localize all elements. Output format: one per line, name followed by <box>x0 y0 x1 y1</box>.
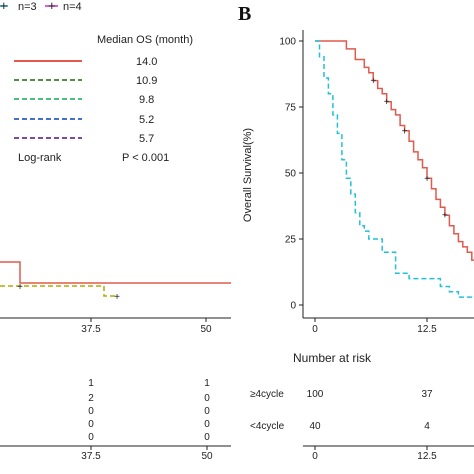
n3-plus-icon: + <box>0 0 8 13</box>
risk-b-xtick-label-0: 0 <box>312 451 318 462</box>
panel-b-xtick-label-12.5: 12.5 <box>417 324 437 335</box>
panel-b-series-ge4cycle <box>315 40 474 261</box>
top-legend: + n=3 + n=4 <box>0 0 82 13</box>
risk-b-row-label-ge4: ≥4cycle <box>250 389 284 400</box>
panel-b-y-ticks: 100 75 50 25 0 <box>279 37 303 312</box>
panel-b-ytick-label-0: 0 <box>290 301 296 312</box>
panel-b-letter: B <box>238 3 251 25</box>
panel-a-xtick-label-50: 50 <box>200 324 212 335</box>
risk-b-xtick-label-125: 12.5 <box>417 451 437 462</box>
n4-plus-icon: + <box>48 0 56 13</box>
risk-b-lt4-v1: 40 <box>309 421 321 432</box>
panel-b-y-axis-label: Overall Survival(%) <box>242 128 254 222</box>
risk-b-ge4-v1: 100 <box>307 389 324 400</box>
logrank-label: Log-rank <box>18 152 62 164</box>
panel-a-plot: 37.5 50 + + <box>0 261 231 335</box>
risk-b-ge4-v2: 37 <box>421 389 433 400</box>
panel-a-olive-curve <box>0 285 117 297</box>
n4-legend-label: n=4 <box>63 1 82 13</box>
panel-a-censor-2: + <box>114 292 120 303</box>
panel-b-risk-table: Number at risk ≥4cycle <4cycle 100 37 40… <box>250 351 474 462</box>
legend-value-52: 5.2 <box>139 114 154 126</box>
panel-a-legend: Median OS (month) 14.0 10.9 9.8 5.2 5.7 … <box>14 34 193 164</box>
panel-b-censor-mark: + <box>384 97 390 108</box>
risk-b-lt4-v2: 4 <box>424 421 430 432</box>
panel-b-ytick-label-100: 100 <box>279 37 296 48</box>
panel-b-censor-mark: + <box>402 126 408 137</box>
risk-a-c2-r4: 0 <box>204 419 210 430</box>
legend-value-14: 14.0 <box>136 56 157 68</box>
panel-a-xtick-label-375: 37.5 <box>81 324 101 335</box>
legend-value-109: 10.9 <box>136 75 157 87</box>
risk-a-c1-r3: 0 <box>88 406 94 417</box>
risk-b-title: Number at risk <box>293 351 372 365</box>
panel-b-x-ticks: 0 12.5 <box>312 318 437 335</box>
risk-b-row-label-lt4: <4cycle <box>250 421 285 432</box>
panel-b-censor-mark: + <box>424 174 430 185</box>
risk-a-c2-r2: 0 <box>204 393 210 404</box>
risk-a-c1-r4: 0 <box>88 419 94 430</box>
legend-value-57: 5.7 <box>139 133 154 145</box>
risk-a-c2-r5: 0 <box>204 432 210 443</box>
panel-b-censor-mark: + <box>442 211 448 222</box>
panel-a-red-curve <box>0 261 231 284</box>
panel-b-ytick-label-50: 50 <box>285 169 297 180</box>
risk-a-xtick-label-375: 37.5 <box>81 451 101 462</box>
risk-a-c2-r1: 1 <box>204 378 210 389</box>
panel-b-series-lt4cycle <box>315 40 474 298</box>
panel-b-ytick-label-25: 25 <box>285 235 297 246</box>
median-os-title: Median OS (month) <box>97 34 193 46</box>
panel-b-censor-mark: + <box>370 76 376 87</box>
panel-b-xtick-label-0: 0 <box>312 324 318 335</box>
panel-b-ytick-label-75: 75 <box>285 103 297 114</box>
risk-a-c1-r1: 1 <box>88 378 94 389</box>
risk-a-c1-r5: 0 <box>88 432 94 443</box>
logrank-p-value: P < 0.001 <box>122 152 169 164</box>
risk-a-c1-r2: 2 <box>88 393 94 404</box>
n3-legend-label: n=3 <box>18 1 37 13</box>
legend-value-98: 9.8 <box>139 94 154 106</box>
risk-a-c2-r3: 0 <box>204 406 210 417</box>
panel-b-censor-marks: + + + + + <box>370 76 448 222</box>
risk-a-xtick-label-50: 50 <box>201 451 213 462</box>
panel-a-censor-1: + <box>17 282 23 293</box>
panel-a-risk-table: 1 2 0 0 0 1 0 0 0 0 37.5 50 <box>0 378 231 462</box>
